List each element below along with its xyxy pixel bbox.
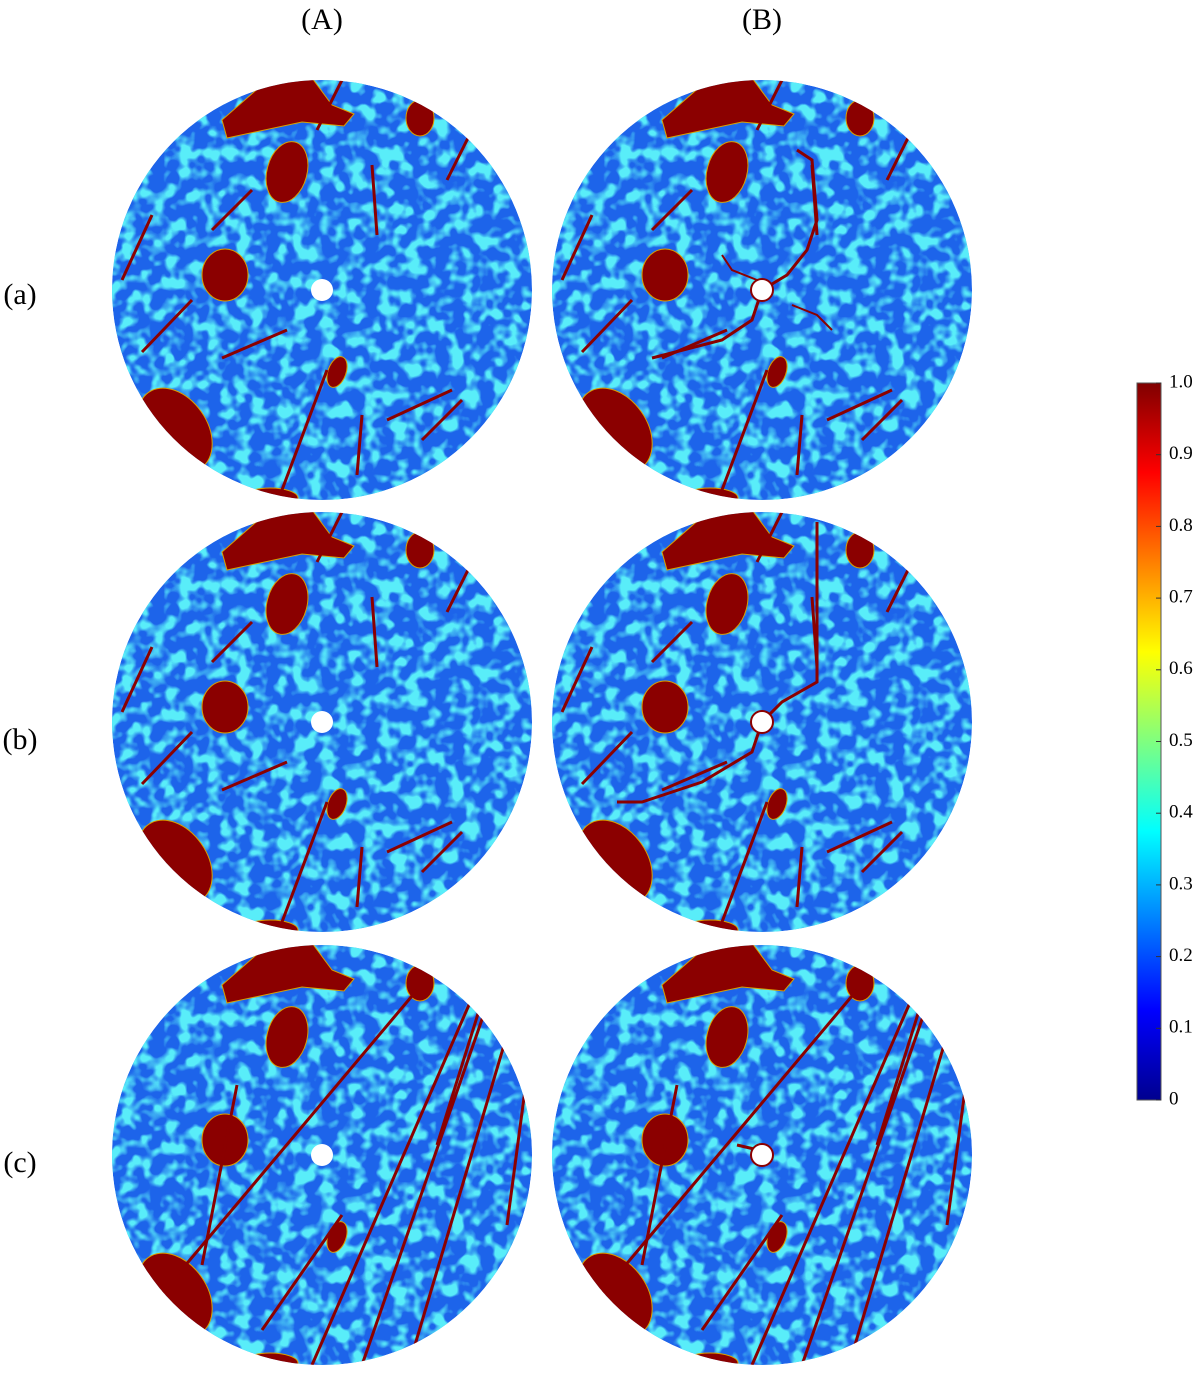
panel (552, 943, 972, 1373)
column-label: (B) (742, 3, 782, 36)
column-label: (A) (301, 3, 343, 36)
row-label: (a) (3, 278, 36, 311)
panel (552, 510, 972, 940)
colorbar-tick-label: 0.2 (1169, 945, 1193, 966)
colorbar-tick-label: 0.4 (1169, 802, 1193, 823)
row-label: (c) (3, 1146, 36, 1179)
colorbar-tick-label: 0 (1169, 1088, 1179, 1109)
colorbar-tick-label: 0.5 (1169, 730, 1193, 751)
colorbar-tick-label: 0.8 (1169, 515, 1193, 536)
panel (112, 510, 532, 940)
row-label: (b) (3, 723, 38, 756)
colorbar-tick-label: 0.7 (1169, 586, 1193, 607)
colorbar-tick-label: 1.0 (1169, 371, 1193, 392)
colorbar-tick-label: 0.1 (1169, 1017, 1193, 1038)
panel (112, 78, 532, 508)
colorbar-tick-label: 0.6 (1169, 658, 1193, 679)
colorbar-tick-label: 0.9 (1169, 443, 1193, 464)
colorbar-tick-label: 0.3 (1169, 873, 1193, 894)
panel (112, 943, 532, 1373)
panel (552, 78, 972, 508)
